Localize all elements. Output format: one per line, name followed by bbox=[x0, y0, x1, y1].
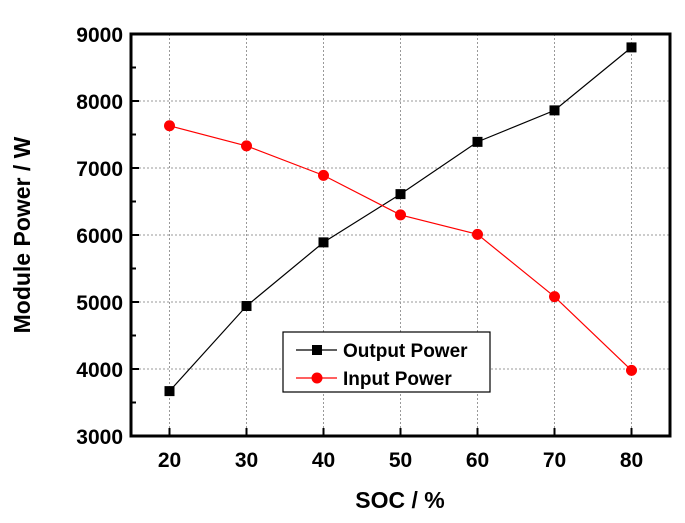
data-point bbox=[241, 140, 252, 152]
data-point bbox=[472, 228, 483, 240]
x-tick-label: 20 bbox=[158, 449, 181, 472]
data-point bbox=[318, 237, 329, 248]
y-tick-label: 5000 bbox=[76, 292, 123, 315]
data-point bbox=[549, 291, 560, 303]
axis-ticks: 20 30 40 50 60 70 80 3000 4000 5000 6000 7000 8000 90… bbox=[76, 24, 643, 472]
x-tick-label: 60 bbox=[466, 449, 489, 472]
legend-marker bbox=[311, 372, 323, 384]
y-tick-label: 7000 bbox=[76, 158, 123, 181]
x-axis-label: SOC / % bbox=[355, 487, 444, 513]
data-point bbox=[549, 105, 560, 116]
legend-marker bbox=[312, 345, 322, 355]
series-layer bbox=[164, 42, 637, 397]
y-tick-label: 4000 bbox=[76, 359, 123, 382]
y-tick-label: 9000 bbox=[76, 24, 123, 47]
x-tick-label: 80 bbox=[620, 449, 643, 472]
data-point bbox=[395, 209, 406, 221]
grid bbox=[131, 34, 670, 436]
data-point bbox=[626, 364, 637, 376]
data-point bbox=[164, 120, 175, 132]
y-tick-label: 6000 bbox=[76, 225, 123, 248]
y-axis-label: Module Power / W bbox=[9, 136, 35, 333]
data-point bbox=[164, 386, 175, 397]
x-tick-label: 70 bbox=[543, 449, 566, 472]
data-point bbox=[241, 301, 252, 312]
data-point bbox=[472, 136, 483, 147]
legend-label: Input Power bbox=[343, 369, 452, 390]
legend: Output Power Input Power bbox=[282, 331, 491, 393]
y-tick-label: 3000 bbox=[76, 426, 123, 449]
legend-label: Output Power bbox=[343, 341, 468, 362]
x-tick-label: 50 bbox=[389, 449, 412, 472]
x-tick-label: 40 bbox=[312, 449, 335, 472]
data-point bbox=[318, 169, 329, 181]
x-tick-label: 30 bbox=[235, 449, 258, 472]
y-tick-label: 8000 bbox=[76, 91, 123, 114]
data-point bbox=[626, 42, 637, 53]
data-point bbox=[395, 189, 406, 200]
